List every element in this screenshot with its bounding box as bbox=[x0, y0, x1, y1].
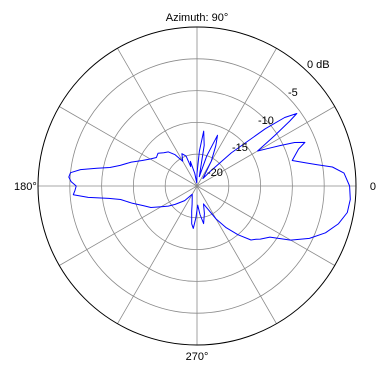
radial-label-minus10: -10 bbox=[258, 115, 274, 127]
radial-label-minus5: -5 bbox=[288, 87, 298, 99]
angle-label-270: 270° bbox=[186, 351, 209, 363]
radial-label-minus20: -20 bbox=[207, 167, 223, 179]
radiation-pattern-line bbox=[68, 113, 351, 241]
grid-spoke bbox=[117, 185, 198, 324]
grid-spoke bbox=[196, 185, 335, 266]
angular-grid-spokes bbox=[38, 27, 356, 345]
angle-label-0: 0 bbox=[370, 181, 376, 193]
grid-spoke bbox=[196, 106, 335, 187]
radial-label-0db: 0 dB bbox=[307, 59, 330, 71]
grid-spoke bbox=[59, 106, 198, 187]
outer-ring bbox=[37, 26, 357, 346]
angle-label-180: 180° bbox=[14, 181, 37, 193]
grid-spoke bbox=[117, 48, 198, 187]
chart-title: Azimuth: 90° bbox=[166, 12, 228, 24]
grid-spoke bbox=[59, 185, 198, 266]
grid-spoke bbox=[196, 185, 277, 324]
radial-label-minus15: -15 bbox=[232, 142, 248, 154]
